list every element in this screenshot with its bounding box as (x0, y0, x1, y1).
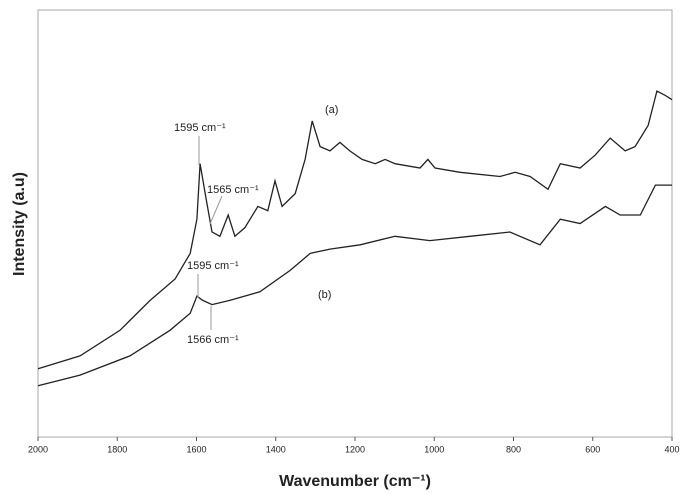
y-axis-label: Intensity (a.u) (11, 172, 28, 276)
x-tick-label: 1600 (186, 444, 206, 454)
annotation: 1595 cm⁻¹ (174, 122, 226, 134)
x-tick-label: 400 (664, 444, 679, 454)
annotation-leader (209, 195, 223, 225)
annotation: 1566 cm⁻¹ (187, 334, 239, 346)
annotation: (b) (318, 289, 331, 301)
x-tick-label: 600 (585, 444, 600, 454)
annotation: (a) (325, 104, 338, 116)
x-tick-label: 1200 (345, 444, 365, 454)
annotation: 1565 cm⁻¹ (207, 184, 259, 196)
spectrum-line (37, 90, 673, 370)
x-axis-label: Wavenumber (cm⁻¹) (279, 473, 431, 490)
plot-frame (37, 9, 673, 438)
spectrum-line (37, 184, 672, 387)
x-tick-label: 1800 (107, 444, 127, 454)
x-tick-label: 2000 (28, 444, 48, 454)
x-tick-label: 1000 (424, 444, 444, 454)
x-tick-label: 1400 (266, 444, 286, 454)
x-tick-label: 800 (506, 444, 521, 454)
annotation: 1595 cm⁻¹ (187, 260, 239, 272)
